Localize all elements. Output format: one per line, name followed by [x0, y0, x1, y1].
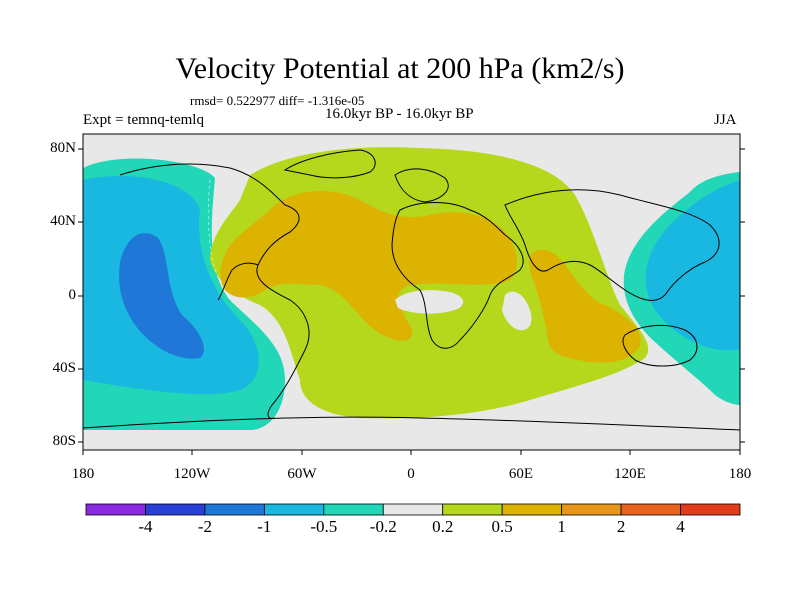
contour-indian-pos05 — [529, 249, 641, 363]
lat-ticks — [78, 148, 745, 443]
experiment-label: Expt = temnq-temlq — [83, 112, 204, 128]
stats-line: rmsd= 0.522977 diff= -1.316e-05 — [190, 93, 365, 108]
lat-label-80n: 80N — [50, 140, 76, 156]
colorbar-label: 1 — [557, 517, 566, 536]
colorbar-swatch — [263, 503, 325, 516]
lat-label-0: 0 — [68, 287, 77, 303]
colorbar-label: -1 — [257, 517, 272, 536]
colorbar-swatch — [382, 503, 444, 516]
colorbar — [85, 503, 741, 516]
lon-label-180w: 180 — [71, 466, 95, 482]
contour-pacific-neg05 — [83, 175, 259, 395]
colorbar-swatch — [620, 503, 681, 516]
contour-southatlantic-hole — [395, 290, 464, 314]
colorbar-swatch — [204, 503, 265, 516]
lon-label-180e: 180 — [728, 466, 752, 482]
colorbar-swatch — [680, 503, 741, 516]
season-label: JJA — [714, 112, 737, 128]
lon-ticks — [82, 450, 741, 455]
colorbar-label: 0.5 — [491, 517, 513, 536]
colorbar-swatch — [145, 503, 206, 516]
lat-label-40n: 40N — [50, 213, 76, 229]
colorbar-swatch — [85, 503, 146, 516]
lat-label-80s: 80S — [52, 433, 76, 449]
colorbar-swatch — [442, 503, 503, 516]
chart-title: Velocity Potential at 200 hPa (km2/s) — [175, 52, 625, 85]
lon-label-120w: 120W — [173, 466, 211, 482]
lat-label-40s: 40S — [52, 360, 76, 376]
lon-label-0: 0 — [407, 466, 415, 482]
period-label: 16.0kyr BP - 16.0kyr BP — [325, 106, 474, 122]
map-field — [83, 134, 740, 450]
colorbar-swatch — [561, 503, 622, 516]
colorbar-label: -2 — [197, 517, 212, 536]
coastlines — [83, 149, 740, 431]
zero-contour-line — [207, 179, 236, 306]
contour-indian-hole — [502, 291, 532, 331]
colorbar-label: -4 — [138, 517, 153, 536]
contour-wpac-neg05 — [645, 180, 740, 350]
colorbar-label: 4 — [676, 517, 685, 536]
lon-label-60e: 60E — [508, 466, 534, 482]
contour-pacific-neg1 — [119, 233, 204, 359]
colorbar-swatch — [501, 503, 563, 516]
colorbar-label: -0.5 — [310, 517, 338, 536]
colorbar-label: 2 — [616, 517, 626, 536]
colorbar-swatch — [323, 503, 384, 516]
lon-label-120e: 120E — [614, 466, 646, 482]
colorbar-label: -0.2 — [369, 517, 397, 536]
lon-label-60w: 60W — [287, 466, 317, 482]
colorbar-label: 0.2 — [432, 517, 454, 536]
